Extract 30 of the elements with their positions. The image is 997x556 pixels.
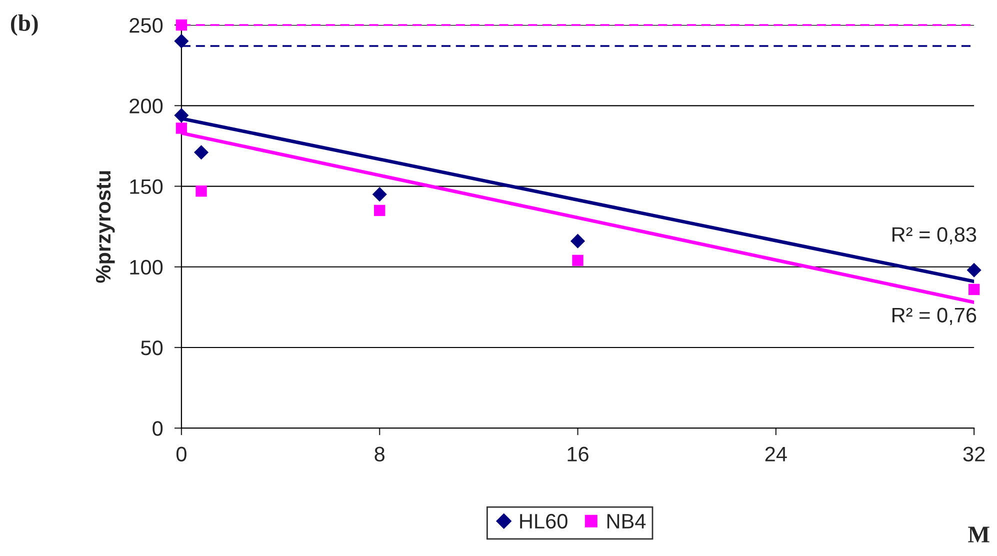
point — [572, 254, 584, 266]
text: (b) — [11, 14, 38, 36]
y-tick-label: 250 — [130, 18, 163, 33]
x-tick-label: 0 — [176, 446, 186, 462]
y-tick-label: 150 — [130, 179, 163, 194]
text: M — [968, 526, 990, 542]
point — [194, 145, 209, 160]
point — [176, 19, 188, 31]
point — [174, 34, 189, 48]
x-tick-label: 8 — [374, 446, 384, 462]
point — [176, 122, 188, 134]
point — [968, 284, 980, 296]
x-tick-label: 24 — [765, 446, 787, 462]
x-tick-label: 32 — [963, 446, 985, 462]
y-axis-title: %przyrostu — [96, 171, 115, 283]
point — [966, 262, 982, 278]
point — [372, 187, 387, 202]
legend-label: HL60 — [520, 514, 568, 529]
legend-label: NB4 — [607, 514, 646, 528]
y-tick-label: 200 — [130, 98, 163, 114]
annotation: R² = 0,83 — [892, 227, 976, 244]
y-tick-label: 50 — [141, 340, 163, 356]
y-tick-label: 0 — [152, 421, 163, 436]
annotation: R² = 0,76 — [892, 308, 976, 325]
point — [374, 204, 386, 216]
y-tick-label: 100 — [130, 260, 163, 275]
point — [570, 234, 586, 248]
point — [196, 186, 207, 197]
x-tick-label: 16 — [568, 446, 588, 462]
point — [174, 108, 189, 123]
